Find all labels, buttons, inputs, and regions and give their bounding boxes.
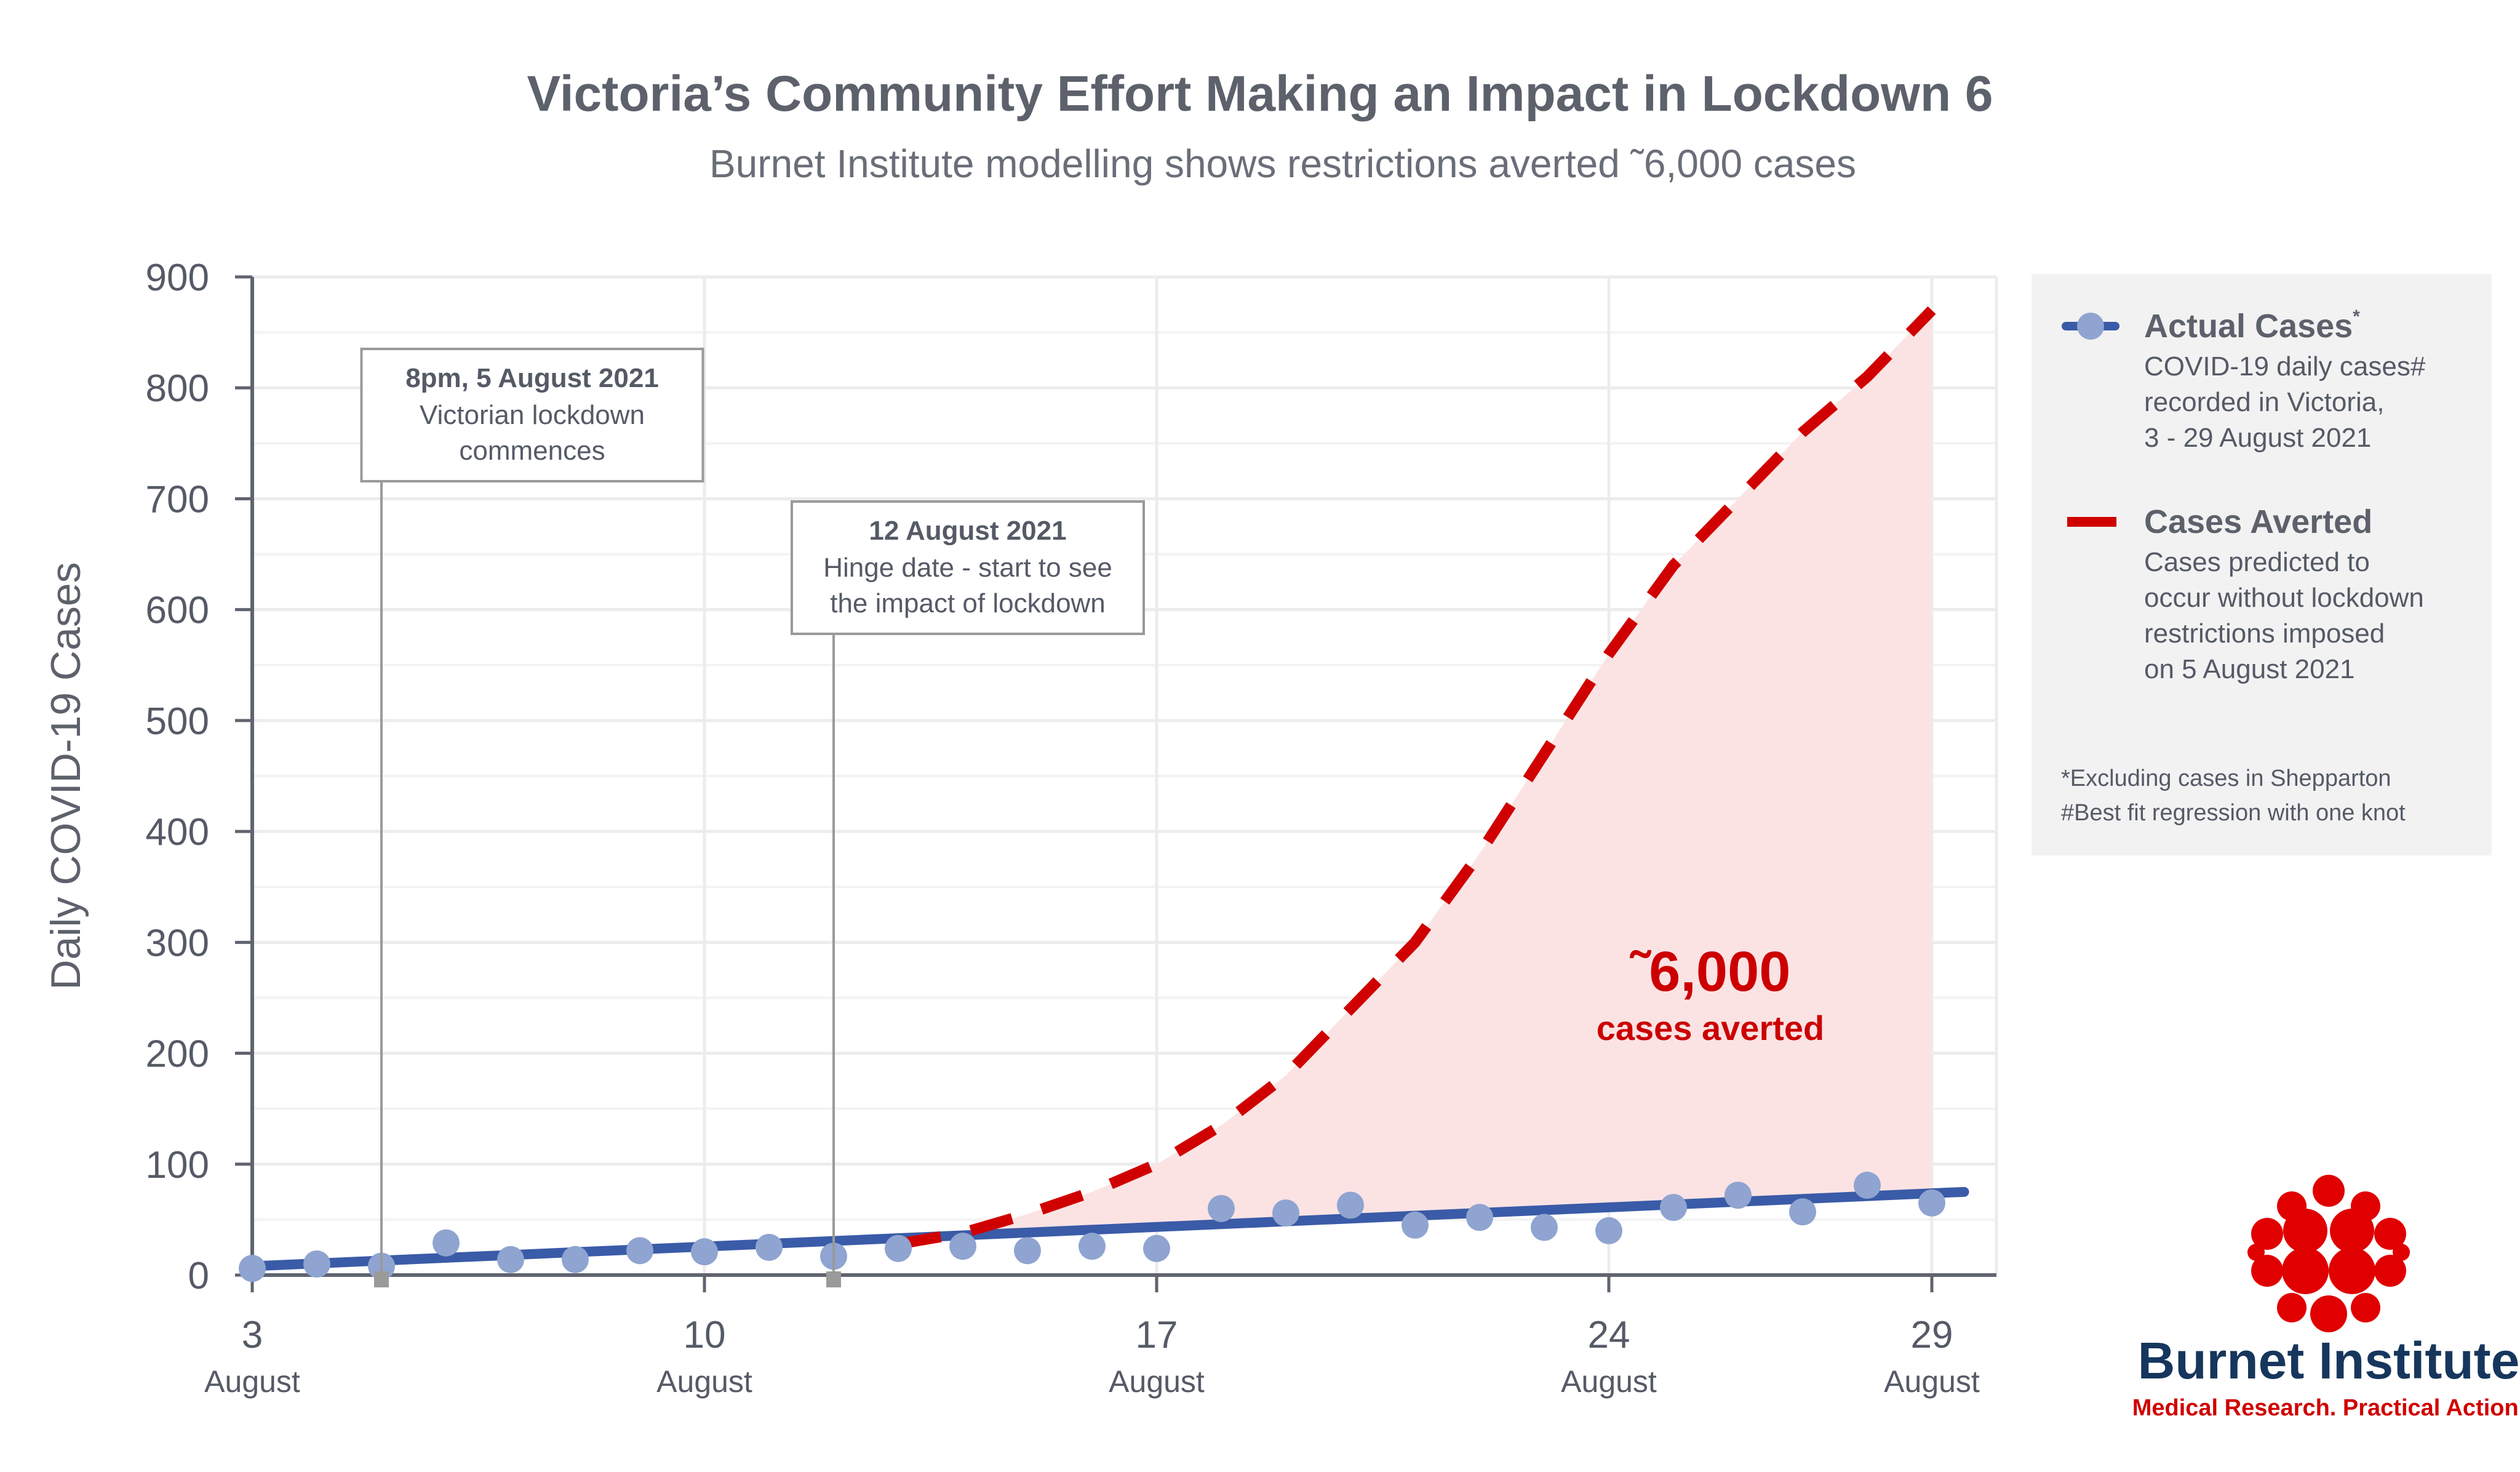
plot-area: 0 100 200 300 400 500 600 700 800 900 Daily COVID-… (42, 257, 1998, 1399)
logo-dot (2251, 1218, 2283, 1250)
legend-footnote: *Excluding cases in Shepparton (2061, 766, 2391, 791)
legend-footnote: #Best fit regression with one knot (2061, 800, 2406, 826)
actual-case-point (239, 1255, 266, 1282)
averted-area (898, 310, 1932, 1244)
annotation-text: Hinge date - start to see (823, 553, 1112, 583)
actual-case-point (1725, 1182, 1752, 1209)
logo-dot (2313, 1175, 2345, 1207)
y-tick-label: 700 (146, 478, 209, 521)
logo-tagline: Medical Research. Practical Action. (2132, 1395, 2520, 1421)
annotation-box (791, 500, 1145, 635)
y-tick-label: 0 (188, 1255, 209, 1297)
actual-case-point (1337, 1191, 1364, 1219)
legend-item-text: COVID-19 daily cases# (2144, 351, 2426, 382)
x-tick-label: 29 (1911, 1314, 1953, 1356)
logo-dot (2282, 1247, 2329, 1294)
callout-value: ˜6,000 (1630, 940, 1791, 1003)
legend-item-text: 3 - 29 August 2021 (2144, 423, 2371, 453)
actual-case-point (562, 1246, 589, 1273)
x-tick-month-label: August (204, 1364, 300, 1399)
legend-item-text: occur without lockdown (2144, 583, 2424, 613)
x-tick-label: 17 (1136, 1314, 1178, 1356)
legend-item-text: recorded in Victoria, (2144, 387, 2385, 417)
x-tick-label: 3 (242, 1314, 263, 1356)
y-axis-label: Daily COVID-19 Cases (42, 562, 89, 990)
cases-averted-line (897, 306, 1936, 1250)
annotation-marker (826, 1271, 841, 1287)
x-tick-month-label: August (656, 1364, 752, 1399)
logo-dot (2310, 1295, 2347, 1332)
logo-dot (2277, 1293, 2307, 1322)
logo-dot (2251, 1255, 2283, 1287)
y-tick-label: 600 (146, 590, 209, 632)
logo-name: Burnet Institute (2138, 1332, 2520, 1390)
y-tick-label: 900 (146, 257, 209, 299)
actual-case-point (1014, 1237, 1041, 1265)
legend-item-sup: * (2353, 306, 2360, 327)
annotation-title: 12 August 2021 (869, 516, 1066, 546)
actual-case-point (1660, 1194, 1687, 1222)
y-tick-label: 400 (146, 811, 209, 854)
legend-item-text: Cases predicted to (2144, 547, 2370, 577)
y-tick-label: 200 (146, 1033, 209, 1076)
actual-case-point (885, 1234, 912, 1262)
logo-dot (2283, 1209, 2327, 1253)
actual-case-point (1531, 1214, 1558, 1241)
actual-case-point (303, 1250, 330, 1278)
annotation-text: commences (459, 436, 605, 466)
legend-item-title: Actual Cases* (2144, 306, 2360, 345)
legend-item-text: restrictions imposed (2144, 618, 2385, 649)
logo-dot (2351, 1293, 2380, 1322)
x-tick-label: 10 (684, 1314, 726, 1356)
annotation-title: 8pm, 5 August 2021 (405, 363, 659, 393)
logo-dot (2393, 1244, 2410, 1261)
actual-case-point (1143, 1234, 1170, 1262)
legend-box (2032, 274, 2492, 855)
actual-case-point (433, 1229, 460, 1257)
logo-dot (2374, 1255, 2406, 1287)
logo-dot (2329, 1247, 2375, 1294)
actual-case-point (1854, 1172, 1881, 1199)
actual-case-point (1208, 1194, 1235, 1222)
actual-case-point (497, 1246, 524, 1273)
legend: Actual Cases* COVID-19 daily cases# record… (2032, 274, 2492, 855)
actual-case-point (691, 1238, 718, 1266)
actual-case-point (1595, 1217, 1622, 1244)
x-tick-month-label: August (1884, 1364, 1980, 1399)
actual-case-point (1402, 1211, 1429, 1239)
logo-dot (2247, 1244, 2265, 1261)
annotation-text: the impact of lockdown (830, 588, 1106, 618)
annotation-text: Victorian lockdown (420, 400, 645, 430)
y-tick-label: 800 (146, 367, 209, 410)
annotation-box (360, 348, 704, 482)
annotation-marker (374, 1271, 389, 1287)
x-tick-month-label: August (1561, 1364, 1657, 1399)
actual-case-point (1918, 1189, 1945, 1217)
x-tick-label: 24 (1588, 1314, 1630, 1356)
burnet-logo: Burnet Institute Medical Research. Practi… (2132, 1175, 2520, 1421)
chart-subtitle: Burnet Institute modelling shows restric… (709, 142, 1856, 186)
actual-case-point (1079, 1233, 1106, 1260)
actual-case-point (1466, 1204, 1493, 1231)
actual-case-point (756, 1233, 783, 1261)
actual-case-point (1789, 1198, 1816, 1226)
legend-dot-actual (2077, 313, 2104, 340)
actual-case-point (1272, 1199, 1299, 1227)
y-tick-label: 500 (146, 700, 209, 743)
legend-item-text: on 5 August 2021 (2144, 654, 2355, 684)
callout-label: cases averted (1597, 1009, 1825, 1047)
actual-case-point (626, 1237, 653, 1265)
logo-dot (2374, 1218, 2406, 1250)
annotation-layer: 8pm, 5 August 2021 Victorian lockdown comm… (360, 348, 1825, 1287)
x-tick-month-label: August (1109, 1364, 1205, 1399)
logo-dot (2330, 1209, 2374, 1253)
legend-item-title: Cases Averted (2144, 503, 2372, 540)
chart-title: Victoria’s Community Effort Making an Im… (527, 66, 1993, 122)
y-tick-label: 300 (146, 922, 209, 964)
actual-case-point (949, 1233, 976, 1260)
y-tick-label: 100 (146, 1144, 209, 1186)
